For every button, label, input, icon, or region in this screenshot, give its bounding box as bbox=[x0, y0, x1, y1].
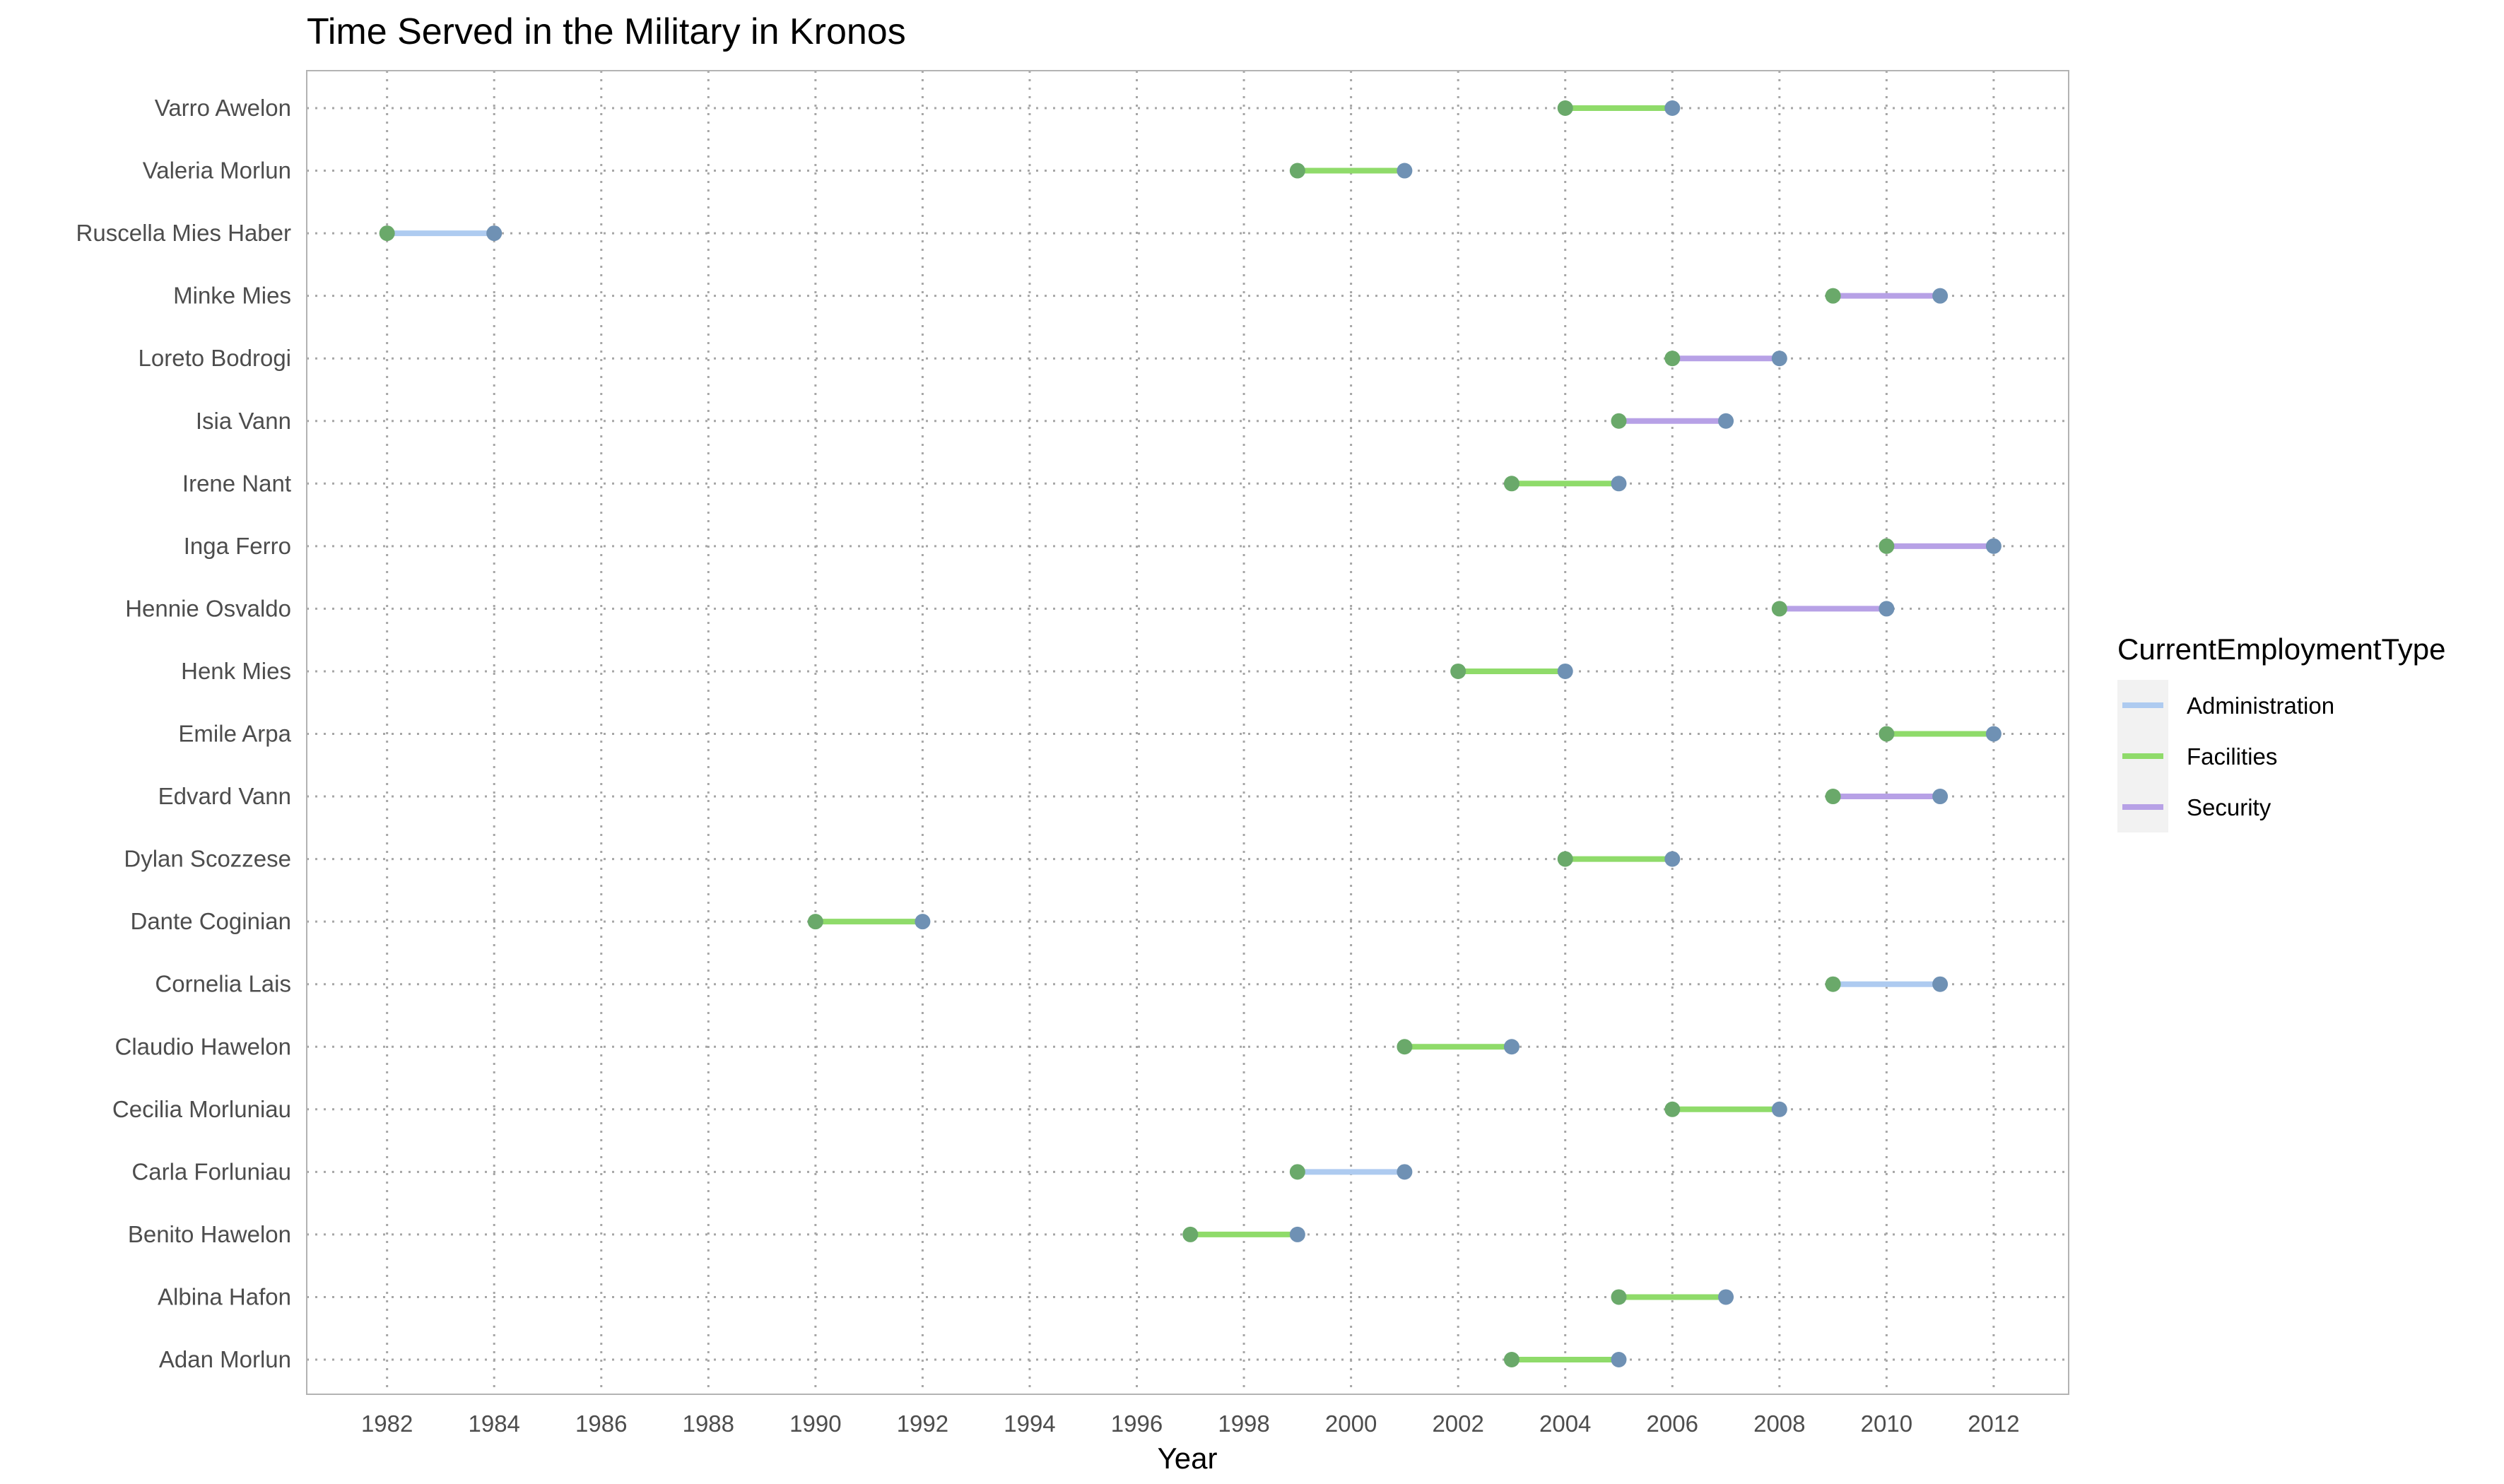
y-axis-labels: Varro Awelon Valeria Morlun Ruscella Mies … bbox=[76, 95, 292, 1372]
end-point-adan-morlun bbox=[1611, 1352, 1627, 1367]
x-tick-label-1984: 1984 bbox=[469, 1411, 520, 1437]
start-point-ruscella-mies-haber bbox=[379, 225, 395, 242]
y-tick-label-loreto-bodrogi: Loreto Bodrogi bbox=[139, 345, 291, 371]
end-point-varro-awelon bbox=[1664, 100, 1681, 116]
start-point-adan-morlun bbox=[1503, 1352, 1520, 1367]
end-point-loreto-bodrogi bbox=[1771, 351, 1787, 367]
start-point-loreto-bodrogi bbox=[1664, 351, 1681, 367]
x-tick-label-2006: 2006 bbox=[1647, 1411, 1698, 1437]
x-tick-label-1996: 1996 bbox=[1111, 1411, 1163, 1437]
y-tick-label-inga-ferro: Inga Ferro bbox=[184, 533, 291, 559]
start-point-edvard-vann bbox=[1825, 789, 1841, 805]
x-tick-label-1982: 1982 bbox=[361, 1411, 413, 1437]
end-point-dylan-scozzese bbox=[1664, 851, 1681, 867]
end-point-dante-coginian bbox=[915, 914, 931, 930]
chart-title: Time Served in the Military in Kronos bbox=[307, 11, 906, 52]
end-point-claudio-hawelon bbox=[1503, 1039, 1520, 1055]
end-point-carla-forluniau bbox=[1397, 1164, 1413, 1180]
service-segments bbox=[387, 105, 1994, 1362]
start-point-albina-hafon bbox=[1611, 1289, 1627, 1305]
end-point-albina-hafon bbox=[1718, 1289, 1734, 1305]
grid bbox=[307, 71, 2069, 1394]
y-tick-label-isia-vann: Isia Vann bbox=[196, 408, 291, 434]
end-point-hennie-osvaldo bbox=[1879, 601, 1895, 617]
x-tick-label-1988: 1988 bbox=[683, 1411, 734, 1437]
start-point-henk-mies bbox=[1450, 663, 1466, 679]
end-point-irene-nant bbox=[1611, 476, 1627, 492]
x-axis-title: Year bbox=[1158, 1442, 1218, 1475]
end-point-ruscella-mies-haber bbox=[486, 225, 502, 242]
x-axis-labels: 1982 1984 1986 1988 1990 1992 1994 1996 1998 2000… bbox=[361, 1411, 2020, 1437]
legend-label-facilities: Facilities bbox=[2187, 743, 2277, 770]
y-tick-label-claudio-hawelon: Claudio Hawelon bbox=[115, 1033, 291, 1059]
y-tick-label-emile-arpa: Emile Arpa bbox=[178, 721, 291, 747]
start-point-dylan-scozzese bbox=[1557, 851, 1573, 867]
start-point-cornelia-lais bbox=[1825, 976, 1841, 992]
y-tick-label-albina-hafon: Albina Hafon bbox=[158, 1283, 291, 1309]
x-tick-label-2002: 2002 bbox=[1432, 1411, 1483, 1437]
start-point-inga-ferro bbox=[1879, 538, 1895, 554]
y-tick-label-hennie-osvaldo: Hennie Osvaldo bbox=[125, 595, 291, 621]
x-tick-label-1994: 1994 bbox=[1004, 1411, 1055, 1437]
start-point-claudio-hawelon bbox=[1397, 1039, 1413, 1055]
y-tick-label-cecilia-morluniau: Cecilia Morluniau bbox=[112, 1096, 291, 1122]
start-point-cecilia-morluniau bbox=[1664, 1101, 1681, 1117]
x-tick-label-1998: 1998 bbox=[1218, 1411, 1269, 1437]
start-point-dante-coginian bbox=[807, 914, 823, 930]
y-tick-label-ruscella-mies-haber: Ruscella Mies Haber bbox=[76, 220, 291, 246]
end-point-emile-arpa bbox=[1985, 726, 2002, 742]
x-tick-label-1986: 1986 bbox=[575, 1411, 627, 1437]
legend-label-security: Security bbox=[2187, 794, 2271, 820]
x-tick-label-2010: 2010 bbox=[1861, 1411, 1912, 1437]
legend-title: CurrentEmploymentType bbox=[2117, 632, 2446, 666]
y-tick-label-dante-coginian: Dante Coginian bbox=[131, 908, 292, 934]
start-point-emile-arpa bbox=[1879, 726, 1895, 742]
start-point-minke-mies bbox=[1825, 288, 1841, 304]
start-point-benito-hawelon bbox=[1182, 1226, 1199, 1242]
x-tick-label-2004: 2004 bbox=[1539, 1411, 1591, 1437]
start-point-varro-awelon bbox=[1557, 100, 1573, 116]
end-point-valeria-morlun bbox=[1397, 163, 1413, 179]
end-point-cornelia-lais bbox=[1932, 976, 1948, 992]
end-point-minke-mies bbox=[1932, 288, 1948, 304]
start-point-isia-vann bbox=[1611, 413, 1627, 429]
y-tick-label-valeria-morlun: Valeria Morlun bbox=[143, 158, 291, 184]
start-point-irene-nant bbox=[1503, 476, 1520, 492]
y-tick-label-minke-mies: Minke Mies bbox=[173, 283, 291, 309]
legend: CurrentEmploymentType Administration Faci… bbox=[2117, 632, 2446, 832]
y-tick-label-carla-forluniau: Carla Forluniau bbox=[131, 1158, 291, 1184]
end-point-benito-hawelon bbox=[1289, 1226, 1305, 1242]
y-tick-label-adan-morlun: Adan Morlun bbox=[159, 1346, 291, 1372]
y-tick-label-varro-awelon: Varro Awelon bbox=[155, 95, 291, 121]
start-point-hennie-osvaldo bbox=[1771, 601, 1787, 617]
x-tick-label-2000: 2000 bbox=[1325, 1411, 1377, 1437]
x-tick-label-1990: 1990 bbox=[789, 1411, 841, 1437]
x-tick-label-2008: 2008 bbox=[1753, 1411, 1805, 1437]
end-point-cecilia-morluniau bbox=[1771, 1101, 1787, 1117]
x-tick-label-1992: 1992 bbox=[897, 1411, 948, 1437]
start-point-carla-forluniau bbox=[1289, 1164, 1305, 1180]
end-point-henk-mies bbox=[1557, 663, 1573, 679]
y-tick-label-cornelia-lais: Cornelia Lais bbox=[155, 971, 291, 997]
x-tick-label-2012: 2012 bbox=[1968, 1411, 2019, 1437]
y-tick-label-benito-hawelon: Benito Hawelon bbox=[128, 1221, 291, 1247]
legend-label-administration: Administration bbox=[2187, 693, 2334, 719]
end-point-isia-vann bbox=[1718, 413, 1734, 429]
y-tick-label-dylan-scozzese: Dylan Scozzese bbox=[124, 846, 291, 872]
end-point-inga-ferro bbox=[1985, 538, 2002, 554]
y-tick-label-henk-mies: Henk Mies bbox=[181, 658, 291, 684]
y-tick-label-edvard-vann: Edvard Vann bbox=[158, 783, 291, 809]
y-tick-label-irene-nant: Irene Nant bbox=[182, 470, 291, 496]
start-point-valeria-morlun bbox=[1289, 163, 1305, 179]
service-points bbox=[379, 100, 2002, 1367]
plot-panel-border bbox=[306, 70, 2069, 1395]
end-point-edvard-vann bbox=[1932, 789, 1948, 805]
